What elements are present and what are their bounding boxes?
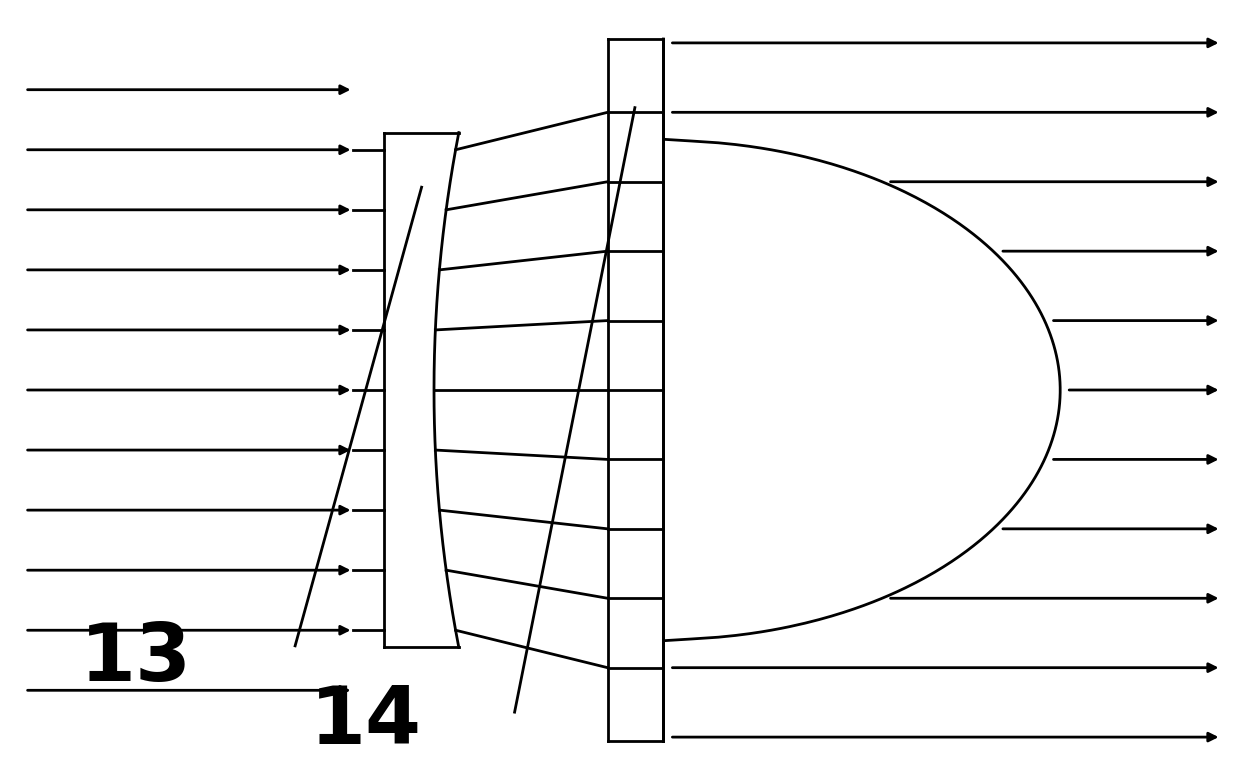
Text: 13: 13 [81,620,192,698]
Text: 14: 14 [310,682,422,760]
